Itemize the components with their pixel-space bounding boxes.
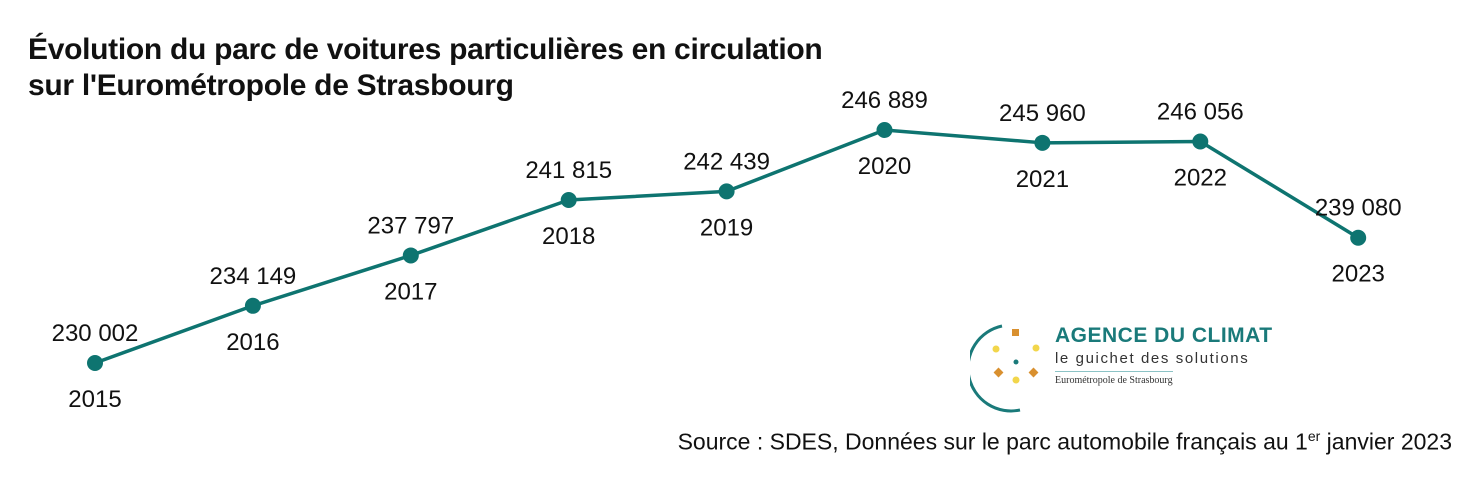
- x-tick-label-2022: 2022: [1174, 164, 1227, 191]
- data-point-2019: [718, 183, 735, 200]
- data-label-2021: 245 960: [999, 100, 1086, 127]
- source-sup: er: [1307, 428, 1321, 444]
- data-label-2023: 239 080: [1315, 195, 1402, 222]
- x-tick-label-2017: 2017: [384, 278, 437, 305]
- x-tick-label-2021: 2021: [1016, 166, 1069, 193]
- x-tick-label-2023: 2023: [1332, 261, 1385, 288]
- data-label-2019: 242 439: [683, 148, 770, 175]
- data-point-2018: [560, 192, 577, 209]
- chart-title-line2: sur l'Eurométropole de Strasbourg: [28, 69, 514, 102]
- data-label-2017: 237 797: [367, 212, 454, 239]
- logo-tagline: le guichet des solutions: [1055, 350, 1250, 367]
- x-tick-label-2019: 2019: [700, 214, 753, 241]
- source-note: Source : SDES, Données sur le parc autom…: [678, 428, 1452, 456]
- data-label-2020: 246 889: [841, 87, 928, 114]
- data-point-2016: [244, 297, 261, 314]
- data-point-2023: [1350, 229, 1367, 246]
- source-suffix: janvier 2023: [1320, 428, 1452, 455]
- x-tick-label-2015: 2015: [68, 386, 121, 413]
- data-label-2015: 230 002: [52, 320, 139, 347]
- logo-divider: [1055, 371, 1173, 372]
- logo-emblem-icon: [970, 324, 1040, 413]
- data-label-2022: 246 056: [1157, 98, 1244, 125]
- agence-du-climat-logo: AGENCE DU CLIMAT le guichet des solution…: [970, 320, 1273, 415]
- data-point-2022: [1192, 133, 1209, 150]
- chart-title-line1: Évolution du parc de voitures particuliè…: [28, 33, 823, 66]
- x-tick-label-2020: 2020: [858, 153, 911, 180]
- x-tick-label-2018: 2018: [542, 223, 595, 250]
- data-label-2016: 234 149: [210, 263, 297, 290]
- logo-name: AGENCE DU CLIMAT: [1055, 324, 1273, 347]
- data-point-2020: [876, 122, 893, 138]
- chart-title: Évolution du parc de voitures particuliè…: [28, 32, 823, 104]
- data-label-2018: 241 815: [525, 157, 612, 184]
- data-point-2017: [402, 247, 419, 264]
- data-point-2015: [87, 355, 103, 371]
- logo-sub: Eurométropole de Strasbourg: [1055, 375, 1173, 386]
- data-point-2021: [1034, 134, 1051, 151]
- x-tick-label-2016: 2016: [226, 329, 279, 356]
- source-text: Source : SDES, Données sur le parc autom…: [677, 428, 1308, 455]
